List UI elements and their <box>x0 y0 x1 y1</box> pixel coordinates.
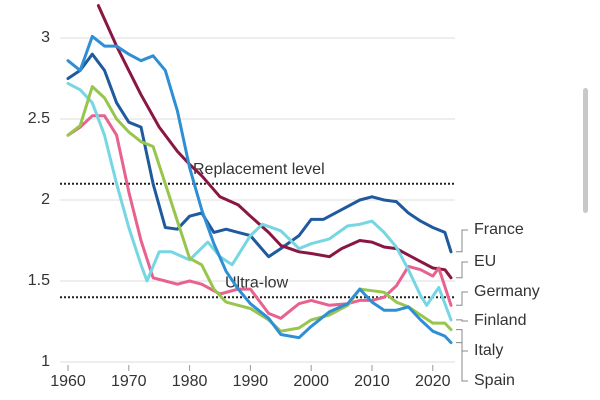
series-label: EU <box>474 253 496 270</box>
series-line <box>66 114 453 320</box>
y-tick-label: 1 <box>41 353 50 370</box>
series-label: Germany <box>474 283 540 300</box>
label-connector <box>456 342 468 382</box>
series-line <box>66 85 453 333</box>
series-label: Finland <box>474 312 526 329</box>
reference-label: Replacement level <box>193 161 325 178</box>
x-tick-label: 2010 <box>354 373 390 390</box>
y-tick-label: 2 <box>41 191 50 208</box>
x-tick-label: 1980 <box>172 373 208 390</box>
x-tick-label: 1990 <box>233 373 269 390</box>
scrollbar <box>583 88 588 213</box>
y-tick-label: 1.5 <box>28 272 50 289</box>
label-connector <box>456 319 468 322</box>
series-label: France <box>474 221 524 238</box>
series-line <box>96 4 453 280</box>
label-connector <box>456 229 468 253</box>
label-connector <box>456 291 468 306</box>
x-tick-label: 2020 <box>415 373 451 390</box>
reference-label: Ultra-low <box>225 274 289 291</box>
x-tick-label: 1960 <box>50 373 86 390</box>
x-tick-label: 1970 <box>111 373 147 390</box>
label-connector <box>456 261 468 279</box>
x-tick-label: 2000 <box>293 373 329 390</box>
series-label: Italy <box>474 342 503 359</box>
y-tick-label: 3 <box>41 29 50 46</box>
series-line <box>66 34 453 345</box>
label-connector <box>456 329 468 352</box>
series-line <box>66 81 453 322</box>
y-tick-label: 2.5 <box>28 110 50 127</box>
series-label: Spain <box>474 372 515 389</box>
